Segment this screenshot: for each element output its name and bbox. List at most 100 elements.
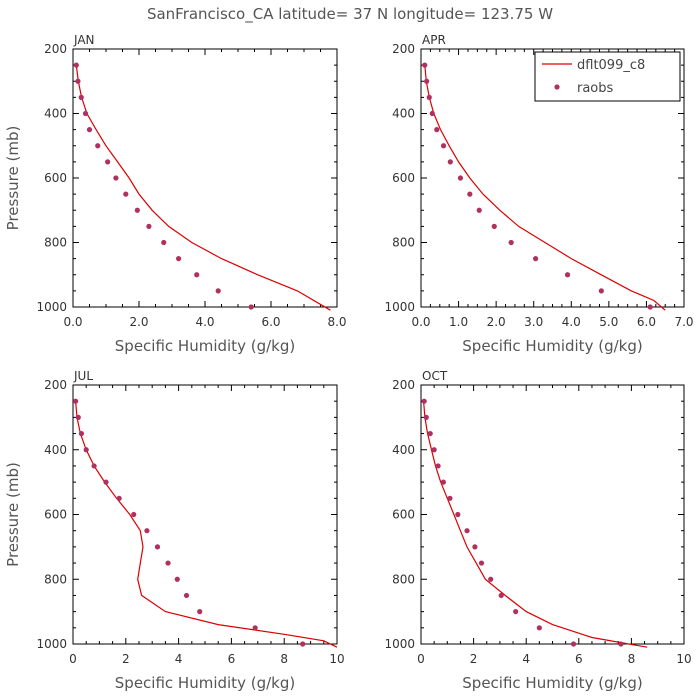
data-point-raobs — [95, 143, 101, 149]
panel-jul: 0 2 4 6 8 10 200 400 600 800 1000 JUL Specific Humid… — [4, 369, 345, 692]
data-point-raobs — [447, 159, 453, 165]
x-tick-label: 6 — [228, 652, 236, 666]
x-tick-label: 6.0 — [261, 315, 280, 329]
data-point-raobs — [464, 528, 470, 534]
data-point-raobs — [161, 239, 167, 246]
data-point-raobs — [564, 272, 571, 278]
series-line-dflt099_c8 — [75, 65, 331, 311]
data-point-raobs — [165, 560, 171, 566]
data-point-raobs — [146, 223, 152, 229]
data-point-raobs — [532, 256, 539, 262]
data-point-raobs — [429, 110, 435, 117]
x-tick-label: 5.0 — [599, 315, 618, 329]
x-tick-label: 4.0 — [195, 315, 214, 329]
data-point-raobs — [508, 239, 514, 246]
data-point-raobs — [113, 175, 119, 181]
x-tick-label: 7.0 — [674, 315, 693, 329]
y-tick-label: 800 — [392, 572, 415, 586]
y-tick-label: 400 — [44, 107, 67, 121]
plot-frame — [72, 48, 338, 308]
data-point-raobs — [103, 479, 109, 485]
x-axis-label: Specific Humidity (g/kg) — [462, 337, 642, 355]
y-tick-label: 800 — [392, 236, 415, 250]
data-point-raobs — [440, 479, 446, 485]
chart-title: SanFrancisco_CA latitude= 37 N longitude… — [147, 5, 553, 24]
data-point-raobs — [457, 175, 464, 181]
y-tick-label: 400 — [392, 443, 415, 457]
y-tick-label: 1000 — [384, 300, 415, 314]
plot-frame — [72, 384, 338, 645]
y-tick-label: 1000 — [36, 300, 67, 314]
y-tick-label: 400 — [44, 443, 67, 457]
y-tick-label: 200 — [44, 378, 67, 392]
data-point-raobs — [75, 414, 81, 420]
y-tick-label: 800 — [44, 236, 67, 250]
y-tick-label: 600 — [392, 508, 415, 522]
data-point-raobs — [647, 304, 653, 310]
data-point-raobs — [434, 127, 440, 133]
panel-apr: 0.0 1.0 2.0 3.0 4.0 5.0 6.0 7.0 200 400 600 800 1000… — [384, 33, 693, 355]
x-tick-label: 0 — [417, 652, 425, 666]
x-axis-label: Specific Humidity (g/kg) — [115, 674, 295, 692]
x-tick-label: 4 — [175, 652, 183, 666]
legend-box — [534, 51, 681, 102]
x-tick-label: 10 — [676, 652, 691, 666]
data-point-raobs — [498, 592, 504, 599]
y-tick-label: 200 — [44, 42, 67, 56]
x-axis-label: Specific Humidity (g/kg) — [115, 337, 295, 355]
y-tick-label: 200 — [392, 378, 415, 392]
x-tick-label: 2.0 — [129, 315, 148, 329]
panel-jan: 0.0 2.0 4.0 6.0 8.0 200 400 600 800 1000 JAN Specif… — [4, 33, 347, 355]
data-point-raobs — [447, 495, 453, 501]
x-tick-label: 0.0 — [411, 315, 430, 329]
panel-title: APR — [422, 33, 446, 47]
legend-marker-swatch — [554, 84, 560, 90]
x-tick-label: 8.0 — [327, 315, 346, 329]
y-tick-label: 800 — [44, 572, 67, 586]
series-line-dflt099_c8 — [423, 401, 648, 648]
series-line-dflt099_c8 — [424, 65, 666, 311]
x-tick-label: 4.0 — [562, 315, 581, 329]
data-point-raobs — [134, 207, 140, 213]
data-point-raobs — [194, 272, 200, 278]
x-axis-label: Specific Humidity (g/kg) — [462, 674, 642, 692]
data-point-raobs — [421, 398, 427, 404]
data-point-raobs — [83, 447, 89, 453]
data-point-raobs — [491, 223, 497, 229]
data-point-raobs — [73, 62, 79, 68]
data-point-raobs — [78, 94, 84, 100]
data-point-raobs — [123, 191, 129, 197]
panel-oct: 0 2 4 6 8 10 200 400 600 800 1000 OCT Specific Humid… — [384, 369, 691, 692]
x-tick-label: 2 — [122, 652, 130, 666]
y-tick-label: 400 — [392, 107, 415, 121]
x-tick-label: 1.0 — [449, 315, 468, 329]
legend-label-obs: raobs — [577, 81, 614, 96]
y-tick-label: 600 — [44, 171, 67, 185]
y-tick-label: 600 — [44, 508, 67, 522]
data-point-raobs — [144, 528, 150, 534]
panel-title: OCT — [422, 369, 448, 383]
data-point-raobs — [197, 609, 203, 615]
data-point-raobs — [91, 463, 97, 469]
y-tick-label: 1000 — [36, 637, 67, 651]
data-point-raobs — [476, 207, 482, 213]
panel-title: JUL — [73, 369, 93, 383]
data-point-raobs — [440, 143, 447, 149]
series-line-dflt099_c8 — [75, 401, 338, 648]
data-point-raobs — [176, 256, 182, 262]
data-point-raobs — [536, 625, 542, 631]
x-tick-label: 3.0 — [524, 315, 543, 329]
x-tick-label: 2 — [470, 652, 478, 666]
data-point-raobs — [478, 560, 485, 566]
plot-frame — [420, 384, 685, 645]
data-point-raobs — [154, 544, 161, 550]
x-tick-label: 8 — [628, 652, 636, 666]
data-point-raobs — [215, 288, 221, 294]
data-point-raobs — [183, 592, 190, 599]
data-point-raobs — [78, 430, 85, 437]
data-point-raobs — [431, 447, 437, 453]
x-tick-label: 6 — [575, 652, 583, 666]
data-point-raobs — [82, 110, 89, 117]
